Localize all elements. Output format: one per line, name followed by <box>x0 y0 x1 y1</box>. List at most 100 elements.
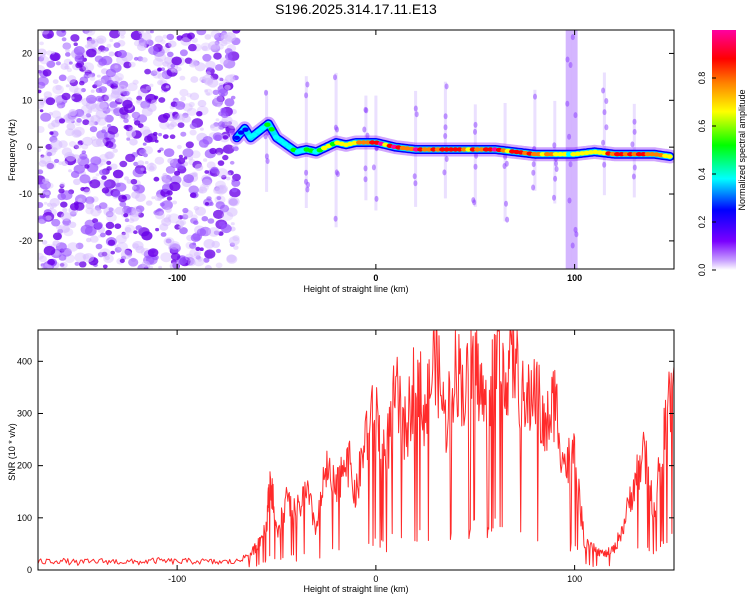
heatmap-streak-blob <box>604 98 609 104</box>
heatmap-noise-blob <box>159 202 165 207</box>
heatmap-noise-blob <box>82 136 93 146</box>
ridge-segment <box>425 147 433 152</box>
heatmap-noise-blob <box>109 107 114 112</box>
heatmap-noise-blob <box>204 34 212 40</box>
heatmap-noise-blob <box>137 263 149 269</box>
heatmap-noise-blob <box>119 201 127 207</box>
heatmap-noise-blob <box>113 108 120 114</box>
heatmap-noise-blob <box>204 170 209 174</box>
heatmap-noise-blob <box>104 114 114 123</box>
heatmap-noise-blob <box>131 111 141 119</box>
heatmap-noise-blob <box>132 243 139 249</box>
ridge-segment <box>460 147 468 152</box>
heatmap-streak-blob <box>632 128 637 135</box>
heatmap-streak-blob <box>473 121 478 128</box>
heatmap-noise-blob <box>95 49 102 54</box>
heatmap-noise-blob <box>196 30 207 36</box>
heatmap-noise-blob <box>216 103 222 108</box>
heatmap-noise-blob <box>85 113 92 118</box>
heatmap-streak-blob <box>574 231 579 238</box>
ridge-segment <box>364 140 372 145</box>
heatmap-noise-blob <box>95 95 103 102</box>
heatmap-noise-blob <box>210 44 221 53</box>
heatmap-noise-blob <box>198 189 204 194</box>
heatmap-noise-blob <box>85 207 94 215</box>
heatmap-noise-blob <box>95 137 107 147</box>
heatmap-noise-blob <box>40 53 46 59</box>
heatmap-noise-blob <box>204 89 209 93</box>
heatmap-noise-blob <box>82 62 95 72</box>
heatmap-noise-blob <box>179 219 187 226</box>
heatmap-noise-blob <box>180 37 191 46</box>
heatmap-noise-blob <box>151 196 155 200</box>
ridge-segment <box>618 152 625 157</box>
heatmap-noise-blob <box>101 129 106 134</box>
heatmap-noise-blob <box>38 76 49 86</box>
ridge-segment <box>544 152 551 157</box>
heatmap-noise-blob <box>129 213 140 222</box>
heatmap-noise-blob <box>222 154 229 161</box>
heatmap-noise-blob <box>225 176 231 181</box>
heatmap-noise-blob <box>196 111 203 117</box>
heatmap-noise-blob <box>105 68 116 78</box>
heatmap-noise-blob <box>120 249 133 260</box>
heatmap-streak-blob <box>573 112 578 119</box>
heatmap-noise-blob <box>174 101 186 110</box>
heatmap-noise-blob <box>66 75 77 83</box>
heatmap-noise-blob <box>62 42 72 50</box>
heatmap-noise-blob <box>90 156 102 166</box>
heatmap-noise-blob <box>213 230 220 236</box>
heatmap-streak <box>602 72 606 196</box>
heatmap-noise-blob <box>187 259 197 267</box>
heatmap-noise-blobs <box>38 30 241 269</box>
heatmap-noise-blob <box>179 49 188 57</box>
heatmap-noise-blob <box>224 98 235 107</box>
heatmap-noise-blob <box>70 34 80 42</box>
heatmap-noise-blob <box>201 176 213 186</box>
heatmap-noise-blob <box>50 52 61 61</box>
heatmap-noise-blob <box>115 95 124 103</box>
heatmap-noise-blob <box>232 30 241 34</box>
heatmap-noise-blob <box>117 30 126 36</box>
heatmap-noise-blob <box>227 170 234 176</box>
heatmap-noise-blob <box>150 99 158 105</box>
heatmap-noise-blob <box>38 202 44 208</box>
heatmap-noise-blob <box>106 43 112 48</box>
heatmap-noise-blob <box>207 41 220 51</box>
y-tick-label: 0 <box>27 565 32 575</box>
heatmap-noise-blob <box>83 186 90 193</box>
heatmap-streak-blob <box>304 169 309 176</box>
heatmap-noise-blob <box>103 180 112 188</box>
heatmap-noise-blob <box>52 232 62 241</box>
heatmap-noise-blob <box>130 178 138 185</box>
heatmap-noise-blob <box>149 83 154 88</box>
heatmap-noise-blob <box>68 109 78 116</box>
heatmap-noise-blob <box>85 94 97 104</box>
heatmap-noise-blob <box>71 129 82 138</box>
heatmap-noise-blob <box>203 158 208 162</box>
heatmap-noise-blob <box>181 214 189 220</box>
y-tick-label: 10 <box>22 95 32 105</box>
heatmap-noise-blob <box>59 263 65 267</box>
heatmap-noise-blob <box>140 100 151 109</box>
heatmap-noise-blob <box>179 75 186 81</box>
heatmap-noise-blob <box>86 163 99 173</box>
heatmap-noise-blob <box>132 79 139 85</box>
heatmap-noise-blob <box>112 148 118 153</box>
heatmap-noise-blob <box>114 246 122 253</box>
ridge-segment <box>482 147 490 152</box>
heatmap-noise-blob <box>124 227 132 233</box>
heatmap-noise-blob <box>178 154 183 159</box>
heatmap-noise-blob <box>139 149 145 154</box>
heatmap-noise-blob <box>220 93 225 97</box>
heatmap-noise-blob <box>159 223 169 231</box>
heatmap-noise-blob <box>40 102 44 106</box>
heatmap-noise-blob <box>52 84 64 95</box>
heatmap-noise-blob <box>185 141 194 149</box>
heatmap-streak-blob <box>471 197 476 204</box>
heatmap-streak-blob <box>474 152 479 159</box>
heatmap-noise-blob <box>145 85 152 91</box>
heatmap-noise-blob <box>143 170 147 174</box>
heatmap-noise-blob <box>73 164 86 174</box>
heatmap-noise-blob <box>158 97 166 103</box>
